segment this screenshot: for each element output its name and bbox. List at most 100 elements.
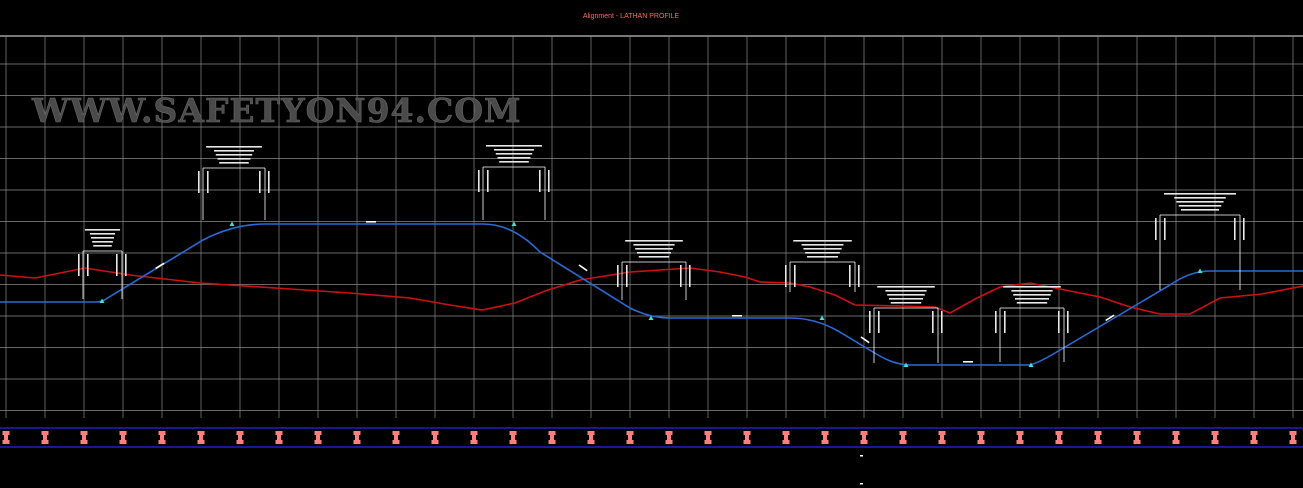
band-station-marker — [1016, 440, 1024, 444]
band-station-marker — [1211, 440, 1219, 444]
pvi-marker — [1028, 362, 1034, 367]
band-tick — [860, 455, 863, 457]
curve-label-line — [495, 153, 533, 155]
band-station-marker — [197, 431, 205, 435]
band-station-marker — [626, 440, 634, 444]
curve-label-line — [1013, 294, 1051, 296]
band-station-marker — [1174, 435, 1178, 440]
band-station-marker — [860, 431, 868, 435]
band-station-marker — [1018, 435, 1022, 440]
band-station-marker — [940, 435, 944, 440]
curve-label-vertical — [785, 265, 787, 287]
band-station-marker — [1250, 440, 1258, 444]
curve-label-line — [1176, 201, 1224, 203]
curve-label-vertical — [849, 265, 851, 287]
pvi-marker — [1197, 268, 1203, 273]
band-station-marker — [782, 431, 790, 435]
curve-label-vertical — [1243, 218, 1245, 240]
curve-label-line — [219, 162, 249, 164]
curve-label-line — [635, 248, 673, 250]
band-station-marker — [1094, 431, 1102, 435]
pvi-marker — [511, 221, 517, 226]
curve-label-vertical — [125, 254, 127, 276]
band-station-marker — [394, 435, 398, 440]
grade-label — [1105, 314, 1115, 322]
band-station-marker — [1016, 431, 1024, 435]
curve-label-line — [877, 286, 935, 288]
band-station-marker — [275, 440, 283, 444]
curve-label-vertical — [268, 171, 270, 193]
band-station-marker — [1289, 440, 1297, 444]
pvi-marker — [819, 315, 825, 320]
band-station-marker — [782, 440, 790, 444]
curve-label-vertical — [1058, 311, 1060, 333]
band-station-marker — [1055, 440, 1063, 444]
band-station-marker — [1096, 435, 1100, 440]
curve-label-line — [636, 252, 672, 254]
band-station-marker — [550, 435, 554, 440]
band-station-marker — [41, 440, 49, 444]
grid — [0, 35, 1303, 418]
curve-label-line — [1011, 290, 1053, 292]
curve-label-vertical — [995, 311, 997, 333]
curve-label-line — [793, 240, 852, 242]
curve-label-vertical — [539, 170, 541, 192]
curve-label-line — [625, 240, 683, 242]
curve-label-line — [84, 229, 121, 231]
band-station-marker — [1289, 431, 1297, 435]
band-station-marker — [1252, 435, 1256, 440]
band-station-marker — [1094, 440, 1102, 444]
curve-label-vertical — [869, 311, 871, 333]
band-station-marker — [667, 435, 671, 440]
band-station-marker — [80, 440, 88, 444]
band-station-marker — [511, 435, 515, 440]
band-station-marker — [1133, 431, 1141, 435]
band-station-marker — [160, 435, 164, 440]
band-station-marker — [1133, 440, 1141, 444]
curve-label-line — [497, 157, 531, 159]
band-station-marker — [899, 440, 907, 444]
band-station-marker — [1291, 435, 1295, 440]
curve-label-vertical — [858, 265, 860, 287]
curve-label-vertical — [941, 311, 943, 333]
band-station-marker — [236, 431, 244, 435]
band-station-marker — [2, 431, 10, 435]
curve-label-vertical — [207, 171, 209, 193]
band-station-marker — [431, 440, 439, 444]
band-station-marker — [197, 440, 205, 444]
band-station-marker — [1172, 431, 1180, 435]
band-station-marker — [277, 435, 281, 440]
pvi-marker — [99, 298, 105, 303]
band-station-marker — [1213, 435, 1217, 440]
curve-label-vertical — [878, 311, 880, 333]
band-station-marker — [275, 431, 283, 435]
curve-label-line — [633, 244, 675, 246]
band-station-marker — [704, 440, 712, 444]
band-station-marker — [821, 440, 829, 444]
band-station-marker — [158, 431, 166, 435]
band-station-marker — [901, 435, 905, 440]
curve-label-line — [92, 241, 113, 243]
band-station-marker — [821, 431, 829, 435]
curve-label-line — [887, 294, 925, 296]
band-station-marker — [1250, 431, 1258, 435]
band-station-marker — [665, 440, 673, 444]
band-station-marker — [392, 440, 400, 444]
band-station-marker — [938, 440, 946, 444]
band-station-marker — [706, 435, 710, 440]
band-station-marker — [2, 440, 10, 444]
curve-label-vertical — [78, 254, 80, 276]
band-station-marker — [743, 431, 751, 435]
band-station-marker — [548, 440, 556, 444]
band-station-marker — [392, 431, 400, 435]
band-station-marker — [4, 435, 8, 440]
curve-label-line — [499, 161, 529, 163]
grade-label — [860, 336, 870, 344]
band-station-marker — [119, 431, 127, 435]
curve-label-vertical — [478, 170, 480, 192]
band-station-marker — [977, 440, 985, 444]
band-station-marker — [665, 431, 673, 435]
curve-label-vertical — [617, 265, 619, 287]
